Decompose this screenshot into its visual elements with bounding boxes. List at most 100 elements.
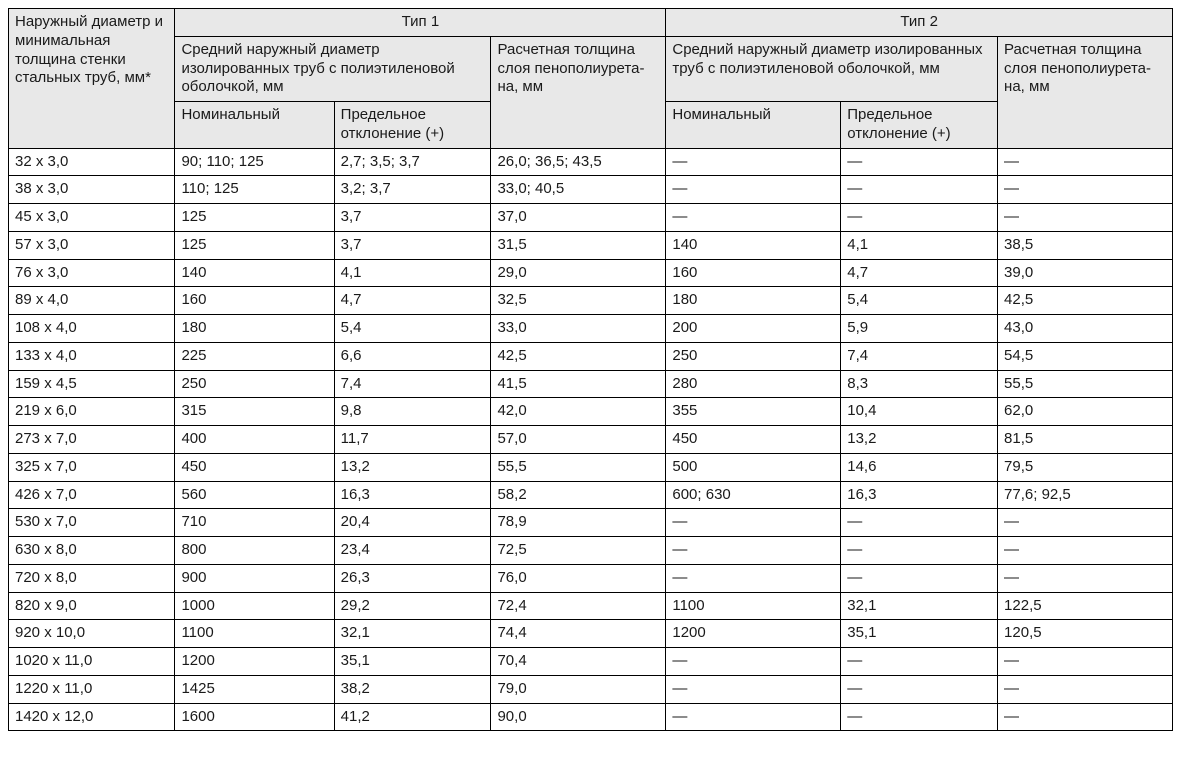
table-cell: 273 x 7,0 <box>9 426 175 454</box>
table-row: 530 x 7,071020,478,9——— <box>9 509 1173 537</box>
table-cell: 29,2 <box>334 592 491 620</box>
table-row: 219 x 6,03159,842,035510,462,0 <box>9 398 1173 426</box>
table-cell: 16,3 <box>334 481 491 509</box>
table-cell: 14,6 <box>841 453 998 481</box>
table-cell: 800 <box>175 537 334 565</box>
table-cell: — <box>998 509 1173 537</box>
table-cell: — <box>666 648 841 676</box>
table-cell: 41,2 <box>334 703 491 731</box>
table-cell: — <box>666 204 841 232</box>
table-cell: 77,6; 92,5 <box>998 481 1173 509</box>
table-cell: — <box>666 703 841 731</box>
header-type-1: Тип 1 <box>175 9 666 37</box>
table-cell: — <box>998 204 1173 232</box>
table-cell: 42,5 <box>998 287 1173 315</box>
header-nominal-2: Номинальный <box>666 102 841 149</box>
table-cell: 1200 <box>175 648 334 676</box>
table-cell: 72,4 <box>491 592 666 620</box>
table-cell: 600; 630 <box>666 481 841 509</box>
table-cell: 37,0 <box>491 204 666 232</box>
table-header: Наружный диаметр и минимальная толщина с… <box>9 9 1173 149</box>
table-cell: 32,5 <box>491 287 666 315</box>
table-cell: 10,4 <box>841 398 998 426</box>
table-cell: 42,0 <box>491 398 666 426</box>
table-cell: 530 x 7,0 <box>9 509 175 537</box>
table-row: 1220 x 11,0142538,279,0——— <box>9 675 1173 703</box>
table-cell: 315 <box>175 398 334 426</box>
table-cell: 4,1 <box>841 231 998 259</box>
header-avg-diam-2: Средний наружный диаметр изолированных т… <box>666 36 998 101</box>
table-row: 273 x 7,040011,757,045013,281,5 <box>9 426 1173 454</box>
table-cell: 1420 x 12,0 <box>9 703 175 731</box>
table-cell: — <box>841 176 998 204</box>
table-cell: 26,0; 36,5; 43,5 <box>491 148 666 176</box>
table-cell: 1000 <box>175 592 334 620</box>
table-cell: 1100 <box>666 592 841 620</box>
table-cell: — <box>841 675 998 703</box>
table-cell: 159 x 4,5 <box>9 370 175 398</box>
table-cell: — <box>998 703 1173 731</box>
table-cell: 35,1 <box>334 648 491 676</box>
table-cell: — <box>666 509 841 537</box>
table-cell: 6,6 <box>334 342 491 370</box>
table-cell: 35,1 <box>841 620 998 648</box>
table-cell: 4,7 <box>334 287 491 315</box>
table-cell: 72,5 <box>491 537 666 565</box>
table-cell: 32,1 <box>334 620 491 648</box>
pipe-spec-table: Наружный диаметр и минимальная толщина с… <box>8 8 1173 731</box>
table-cell: 450 <box>175 453 334 481</box>
table-cell: 110; 125 <box>175 176 334 204</box>
table-cell: — <box>666 176 841 204</box>
table-cell: 78,9 <box>491 509 666 537</box>
table-cell: 200 <box>666 315 841 343</box>
table-cell: 5,4 <box>334 315 491 343</box>
table-cell: 55,5 <box>491 453 666 481</box>
table-cell: 180 <box>666 287 841 315</box>
table-cell: 29,0 <box>491 259 666 287</box>
table-row: 57 x 3,01253,731,51404,138,5 <box>9 231 1173 259</box>
table-cell: — <box>998 675 1173 703</box>
table-cell: — <box>841 648 998 676</box>
table-cell: — <box>666 148 841 176</box>
table-cell: — <box>666 564 841 592</box>
table-cell: 140 <box>666 231 841 259</box>
table-cell: 355 <box>666 398 841 426</box>
table-cell: 42,5 <box>491 342 666 370</box>
table-cell: 38 x 3,0 <box>9 176 175 204</box>
table-cell: 32 x 3,0 <box>9 148 175 176</box>
table-cell: — <box>841 703 998 731</box>
table-cell: 122,5 <box>998 592 1173 620</box>
table-cell: 325 x 7,0 <box>9 453 175 481</box>
table-cell: 33,0 <box>491 315 666 343</box>
table-cell: 45 x 3,0 <box>9 204 175 232</box>
table-cell: 280 <box>666 370 841 398</box>
table-cell: 500 <box>666 453 841 481</box>
table-row: 89 x 4,01604,732,51805,442,5 <box>9 287 1173 315</box>
table-cell: 38,2 <box>334 675 491 703</box>
table-cell: 160 <box>175 287 334 315</box>
table-row: 426 x 7,056016,358,2600; 63016,377,6; 92… <box>9 481 1173 509</box>
header-outer-diameter: Наружный диаметр и минимальная толщина с… <box>9 9 175 149</box>
header-nominal-1: Номинальный <box>175 102 334 149</box>
table-cell: 39,0 <box>998 259 1173 287</box>
table-cell: 630 x 8,0 <box>9 537 175 565</box>
header-thickness-1: Расчетная толщина слоя пенополиурета­на,… <box>491 36 666 148</box>
table-cell: 4,1 <box>334 259 491 287</box>
table-cell: 180 <box>175 315 334 343</box>
table-cell: 1425 <box>175 675 334 703</box>
header-avg-diam-1: Средний наружный диаметр изолированных т… <box>175 36 491 101</box>
table-cell: 5,9 <box>841 315 998 343</box>
table-cell: — <box>666 675 841 703</box>
table-cell: 920 x 10,0 <box>9 620 175 648</box>
header-type-2: Тип 2 <box>666 9 1173 37</box>
table-cell: 133 x 4,0 <box>9 342 175 370</box>
table-cell: 400 <box>175 426 334 454</box>
table-cell: 20,4 <box>334 509 491 537</box>
header-deviation-1: Предельное отклонение (+) <box>334 102 491 149</box>
table-cell: 3,7 <box>334 231 491 259</box>
table-row: 720 x 8,090026,376,0——— <box>9 564 1173 592</box>
table-body: 32 x 3,090; 110; 1252,7; 3,5; 3,726,0; 3… <box>9 148 1173 731</box>
header-deviation-2: Предельное отклонение (+) <box>841 102 998 149</box>
table-cell: 426 x 7,0 <box>9 481 175 509</box>
table-cell: 33,0; 40,5 <box>491 176 666 204</box>
